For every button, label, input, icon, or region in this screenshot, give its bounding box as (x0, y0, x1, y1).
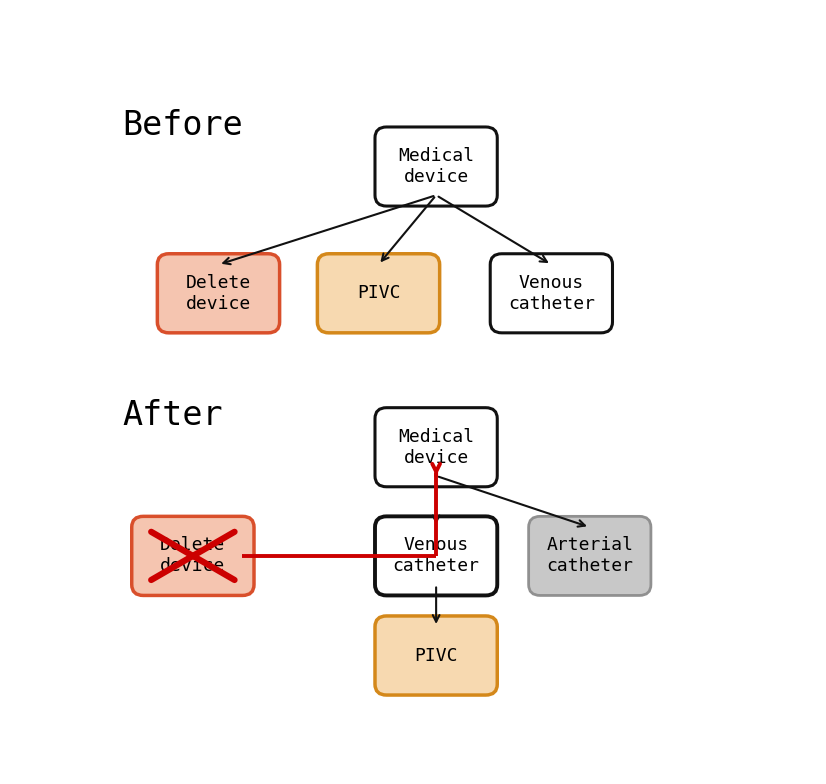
Text: PIVC: PIVC (357, 285, 401, 303)
Text: Delete
device: Delete device (186, 274, 251, 313)
Text: After: After (122, 399, 223, 432)
FancyBboxPatch shape (157, 254, 280, 333)
FancyBboxPatch shape (317, 254, 439, 333)
Text: Medical
device: Medical device (398, 147, 474, 186)
FancyBboxPatch shape (375, 127, 497, 206)
FancyBboxPatch shape (529, 517, 651, 595)
FancyBboxPatch shape (131, 517, 254, 595)
Text: Venous
catheter: Venous catheter (392, 536, 480, 575)
FancyBboxPatch shape (375, 408, 497, 487)
Text: Delete
device: Delete device (160, 536, 225, 575)
FancyBboxPatch shape (375, 616, 497, 695)
Text: Venous
catheter: Venous catheter (508, 274, 595, 313)
Text: Before: Before (122, 109, 243, 142)
Text: Arterial
catheter: Arterial catheter (546, 536, 634, 575)
Text: Medical
device: Medical device (398, 428, 474, 466)
Text: PIVC: PIVC (415, 647, 458, 665)
FancyBboxPatch shape (490, 254, 613, 333)
FancyBboxPatch shape (375, 517, 497, 595)
